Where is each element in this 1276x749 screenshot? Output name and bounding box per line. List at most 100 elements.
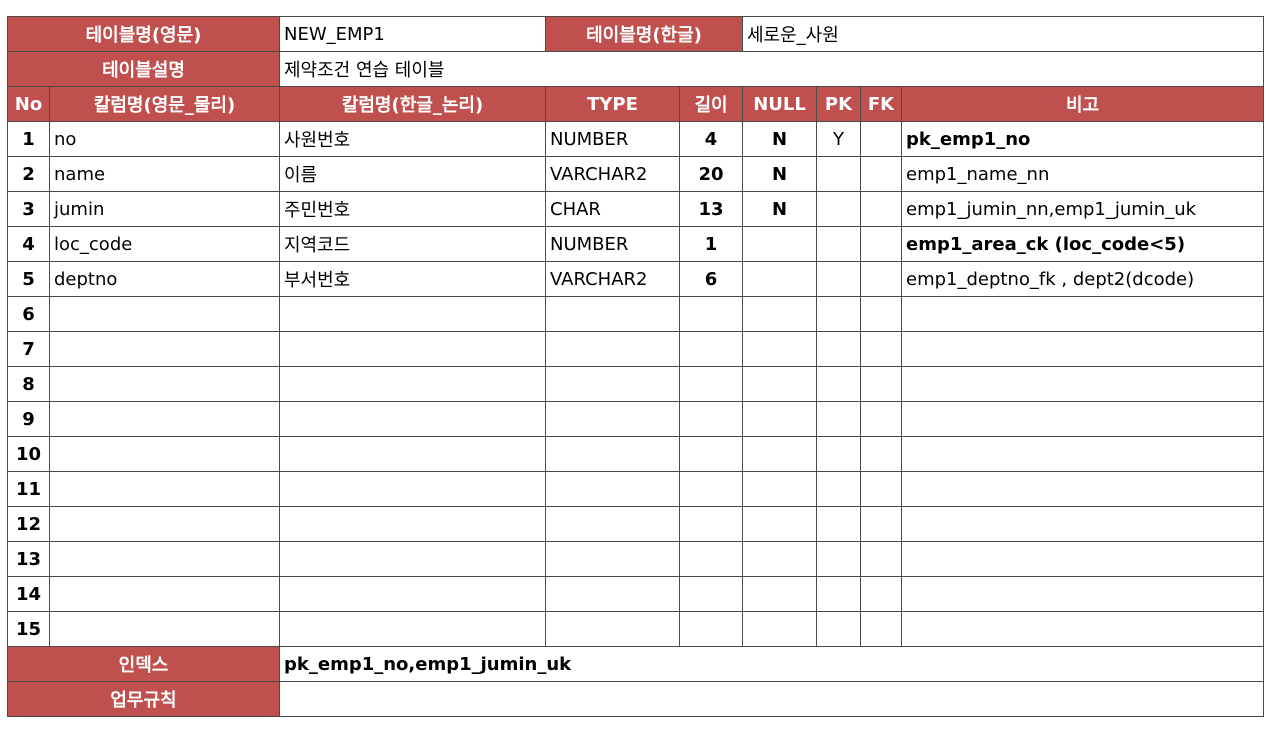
- cell-length[interactable]: 4: [679, 121, 743, 157]
- cell-fk[interactable]: [860, 331, 902, 367]
- cell-length[interactable]: [679, 296, 743, 332]
- cell-null[interactable]: N: [742, 191, 817, 227]
- cell-note[interactable]: [901, 541, 1264, 577]
- cell-null[interactable]: [742, 296, 817, 332]
- cell-physical-name[interactable]: [49, 611, 280, 647]
- cell-length[interactable]: 6: [679, 261, 743, 297]
- cell-type[interactable]: [545, 506, 680, 542]
- cell-physical-name[interactable]: [49, 366, 280, 402]
- cell-logical-name[interactable]: [279, 576, 546, 612]
- cell-type[interactable]: VARCHAR2: [545, 261, 680, 297]
- cell-pk[interactable]: [816, 401, 861, 437]
- cell-null[interactable]: [742, 436, 817, 472]
- cell-note[interactable]: emp1_area_ck (loc_code<5): [901, 226, 1264, 262]
- cell-fk[interactable]: [860, 121, 902, 157]
- cell-physical-name[interactable]: deptno: [49, 261, 280, 297]
- cell-pk[interactable]: [816, 471, 861, 507]
- cell-null[interactable]: [742, 576, 817, 612]
- cell-note[interactable]: [901, 366, 1264, 402]
- cell-physical-name[interactable]: [49, 331, 280, 367]
- cell-pk[interactable]: [816, 156, 861, 192]
- cell-null[interactable]: N: [742, 121, 817, 157]
- cell-null[interactable]: [742, 331, 817, 367]
- cell-null[interactable]: [742, 401, 817, 437]
- cell-note[interactable]: [901, 296, 1264, 332]
- cell-physical-name[interactable]: [49, 296, 280, 332]
- cell-pk[interactable]: [816, 541, 861, 577]
- cell-physical-name[interactable]: [49, 506, 280, 542]
- cell-logical-name[interactable]: [279, 436, 546, 472]
- cell-type[interactable]: [545, 366, 680, 402]
- cell-physical-name[interactable]: [49, 576, 280, 612]
- cell-note[interactable]: emp1_deptno_fk , dept2(dcode): [901, 261, 1264, 297]
- cell-physical-name[interactable]: loc_code: [49, 226, 280, 262]
- cell-pk[interactable]: [816, 331, 861, 367]
- cell-pk[interactable]: [816, 261, 861, 297]
- cell-fk[interactable]: [860, 191, 902, 227]
- cell-note[interactable]: [901, 506, 1264, 542]
- cell-note[interactable]: [901, 401, 1264, 437]
- cell-type[interactable]: [545, 611, 680, 647]
- cell-type[interactable]: [545, 541, 680, 577]
- cell-length[interactable]: [679, 401, 743, 437]
- cell-note[interactable]: [901, 436, 1264, 472]
- cell-physical-name[interactable]: [49, 401, 280, 437]
- cell-physical-name[interactable]: name: [49, 156, 280, 192]
- table-name-ko-value[interactable]: 세로운_사원: [742, 16, 1264, 52]
- cell-type[interactable]: [545, 331, 680, 367]
- cell-fk[interactable]: [860, 541, 902, 577]
- cell-logical-name[interactable]: [279, 541, 546, 577]
- cell-fk[interactable]: [860, 296, 902, 332]
- cell-logical-name[interactable]: 지역코드: [279, 226, 546, 262]
- cell-physical-name[interactable]: [49, 541, 280, 577]
- cell-pk[interactable]: [816, 576, 861, 612]
- cell-fk[interactable]: [860, 576, 902, 612]
- cell-logical-name[interactable]: [279, 471, 546, 507]
- cell-pk[interactable]: [816, 226, 861, 262]
- cell-logical-name[interactable]: [279, 331, 546, 367]
- cell-fk[interactable]: [860, 611, 902, 647]
- cell-null[interactable]: [742, 366, 817, 402]
- cell-fk[interactable]: [860, 401, 902, 437]
- cell-note[interactable]: [901, 471, 1264, 507]
- cell-pk[interactable]: [816, 506, 861, 542]
- cell-fk[interactable]: [860, 261, 902, 297]
- cell-fk[interactable]: [860, 156, 902, 192]
- cell-type[interactable]: NUMBER: [545, 226, 680, 262]
- cell-pk[interactable]: [816, 436, 861, 472]
- cell-type[interactable]: NUMBER: [545, 121, 680, 157]
- cell-logical-name[interactable]: [279, 506, 546, 542]
- cell-length[interactable]: 1: [679, 226, 743, 262]
- cell-type[interactable]: VARCHAR2: [545, 156, 680, 192]
- cell-type[interactable]: [545, 401, 680, 437]
- cell-physical-name[interactable]: no: [49, 121, 280, 157]
- cell-fk[interactable]: [860, 436, 902, 472]
- cell-length[interactable]: [679, 506, 743, 542]
- cell-length[interactable]: [679, 331, 743, 367]
- cell-type[interactable]: [545, 471, 680, 507]
- table-name-en-value[interactable]: NEW_EMP1: [279, 16, 546, 52]
- cell-null[interactable]: [742, 261, 817, 297]
- cell-fk[interactable]: [860, 226, 902, 262]
- cell-logical-name[interactable]: 주민번호: [279, 191, 546, 227]
- cell-pk[interactable]: [816, 611, 861, 647]
- cell-length[interactable]: 20: [679, 156, 743, 192]
- cell-logical-name[interactable]: [279, 296, 546, 332]
- cell-length[interactable]: [679, 576, 743, 612]
- cell-note[interactable]: pk_emp1_no: [901, 121, 1264, 157]
- cell-null[interactable]: [742, 471, 817, 507]
- cell-fk[interactable]: [860, 471, 902, 507]
- cell-length[interactable]: 13: [679, 191, 743, 227]
- cell-null[interactable]: [742, 611, 817, 647]
- cell-type[interactable]: CHAR: [545, 191, 680, 227]
- cell-logical-name[interactable]: [279, 611, 546, 647]
- cell-physical-name[interactable]: [49, 471, 280, 507]
- business-rule-value[interactable]: [279, 681, 1264, 717]
- cell-length[interactable]: [679, 436, 743, 472]
- cell-logical-name[interactable]: [279, 366, 546, 402]
- cell-note[interactable]: [901, 331, 1264, 367]
- table-description-value[interactable]: 제약조건 연습 테이블: [279, 51, 1264, 87]
- cell-null[interactable]: N: [742, 156, 817, 192]
- cell-pk[interactable]: [816, 191, 861, 227]
- cell-fk[interactable]: [860, 506, 902, 542]
